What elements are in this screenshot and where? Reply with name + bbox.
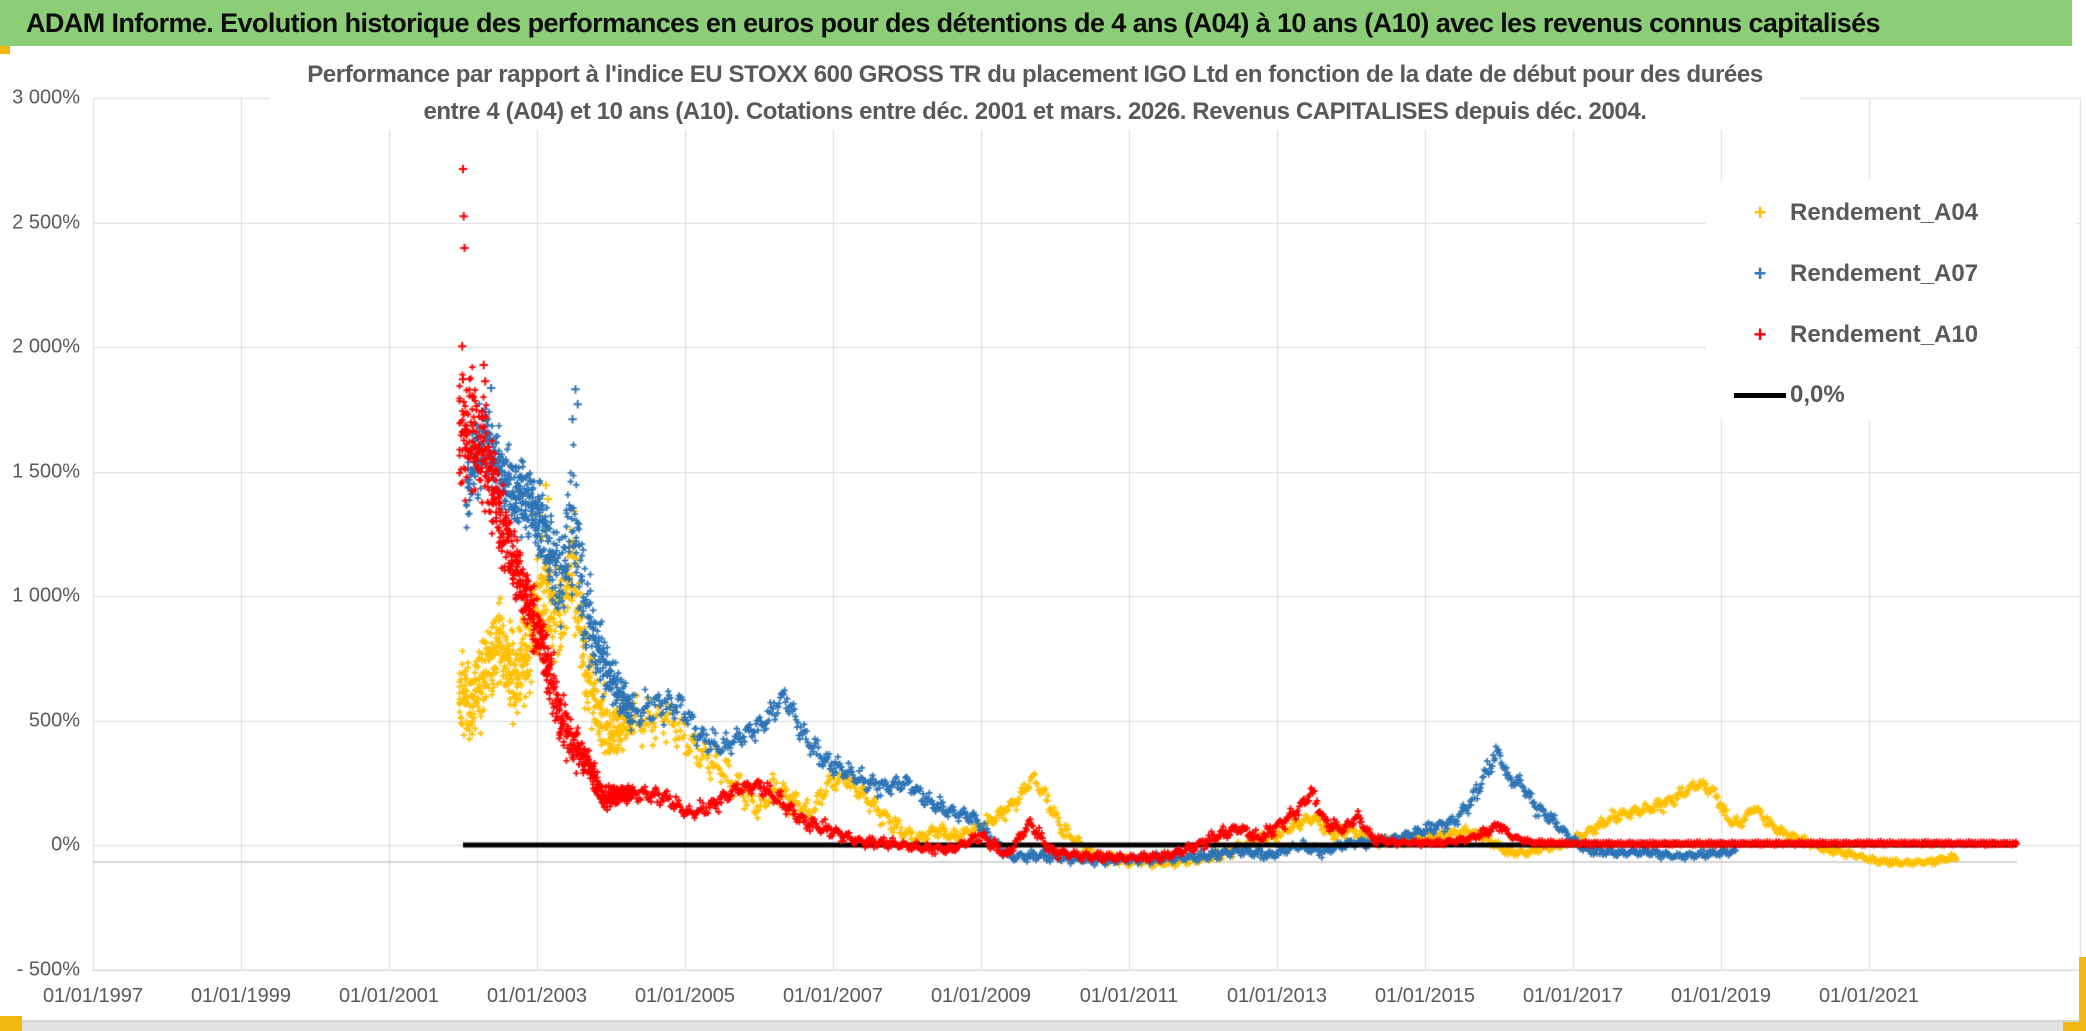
x-axis-tick-label: 01/01/1999 <box>190 985 292 1007</box>
y-axis-tick-label: 0% <box>51 833 80 856</box>
x-axis-tick-label: 01/01/1997 <box>42 985 144 1007</box>
chart-title-line2: entre 4 (A04) et 10 ans (A10). Cotations… <box>423 98 1647 125</box>
zero-line-swatch-icon <box>1734 392 1786 398</box>
chart-title-line1: Performance par rapport à l'indice EU ST… <box>307 61 1763 88</box>
gold-accent-top-left <box>0 46 10 54</box>
header-title: ADAM Informe. Evolution historique des p… <box>26 7 1881 38</box>
legend-label: Rendement_A04 <box>1790 199 1979 226</box>
x-axis-tick-label: 01/01/2019 <box>1670 985 1772 1007</box>
x-axis-tick-label: 01/01/2005 <box>634 985 736 1007</box>
plus-marker-icon: + <box>1753 261 1767 286</box>
gold-accent-bottom-left <box>0 1016 22 1031</box>
legend-item-rendement-a10: + Rendement_A10 <box>1734 318 1979 352</box>
bottom-strip <box>0 1022 2086 1031</box>
y-axis-tick-label: 500% <box>28 709 80 731</box>
legend-label: 0,0% <box>1790 381 1845 408</box>
y-axis-tick-label: - 500% <box>16 958 80 980</box>
plus-marker-icon: + <box>1753 322 1767 347</box>
legend-label: Rendement_A07 <box>1790 260 1979 287</box>
header-banner: ADAM Informe. Evolution historique des p… <box>0 0 2072 46</box>
y-axis-tick-label: 2 000% <box>12 335 80 358</box>
x-axis-tick-label: 01/01/2013 <box>1226 985 1328 1007</box>
x-axis-tick-label: 01/01/2015 <box>1374 985 1476 1007</box>
plus-marker-icon: + <box>1753 200 1767 225</box>
chart-title: Performance par rapport à l'indice EU ST… <box>270 56 1800 130</box>
legend-item-rendement-a04: + Rendement_A04 <box>1734 196 1979 230</box>
x-axis-tick-label: 01/01/2011 <box>1079 985 1179 1007</box>
gold-accent-right-bar <box>2079 957 2086 1031</box>
y-axis-tick-label: 2 500% <box>12 211 80 233</box>
y-axis-tick-label: 1 500% <box>12 460 80 482</box>
gold-accent-bottom-right <box>2063 1022 2086 1031</box>
legend-label: Rendement_A10 <box>1790 321 1979 348</box>
y-axis-tick-label: 1 000% <box>12 584 80 607</box>
x-axis-tick-label: 01/01/2009 <box>930 985 1032 1007</box>
x-axis-tick-label: 01/01/2001 <box>338 985 440 1007</box>
x-axis-tick-label: 01/01/2003 <box>486 985 588 1007</box>
legend <box>1706 180 2076 420</box>
x-axis-tick-label: 01/01/2021 <box>1818 985 1920 1007</box>
x-axis-tick-label: 01/01/2007 <box>782 985 884 1007</box>
legend-item-zero-line: 0,0% <box>1734 378 1845 412</box>
x-axis-tick-label: 01/01/2017 <box>1522 985 1624 1007</box>
legend-item-rendement-a07: + Rendement_A07 <box>1734 257 1979 291</box>
y-axis-tick-label: 3 000% <box>12 86 80 109</box>
bottom-divider-line <box>0 1020 2086 1022</box>
